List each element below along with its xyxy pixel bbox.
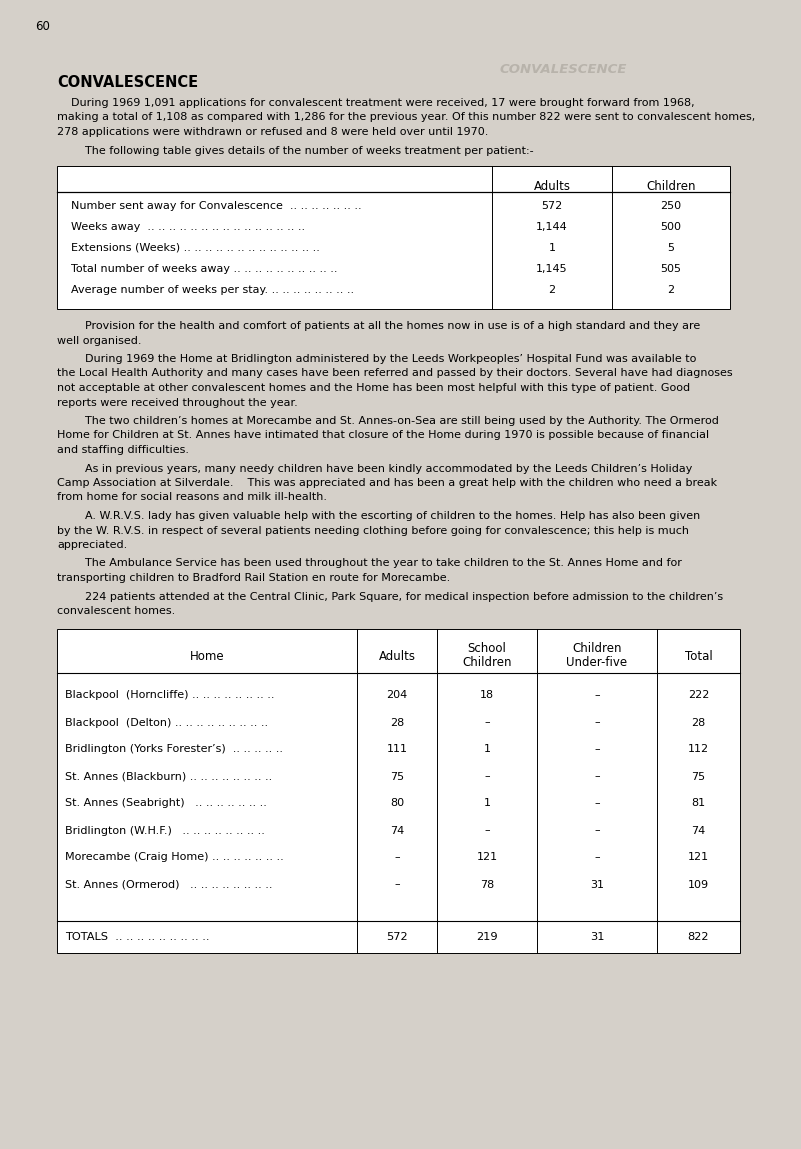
Text: 74: 74: [691, 825, 706, 835]
Text: 505: 505: [661, 264, 682, 273]
Text: Adults: Adults: [379, 650, 416, 663]
Text: transporting children to Bradford Rail Station en route for Morecambe.: transporting children to Bradford Rail S…: [57, 573, 450, 583]
Text: 1: 1: [484, 745, 490, 755]
Text: –: –: [594, 691, 600, 701]
Text: Home: Home: [190, 650, 224, 663]
Text: 28: 28: [390, 717, 405, 727]
Text: –: –: [484, 771, 490, 781]
Text: School: School: [468, 642, 506, 655]
Text: 109: 109: [688, 879, 709, 889]
Text: making a total of 1,108 as compared with 1,286 for the previous year. Of this nu: making a total of 1,108 as compared with…: [57, 113, 755, 123]
Text: –: –: [484, 717, 490, 727]
Text: 75: 75: [390, 771, 404, 781]
Text: Morecambe (Craig Home) .. .. .. .. .. .. ..: Morecambe (Craig Home) .. .. .. .. .. ..…: [65, 853, 284, 863]
Text: well organised.: well organised.: [57, 336, 142, 346]
Text: –: –: [394, 879, 400, 889]
Text: –: –: [594, 745, 600, 755]
Text: 18: 18: [480, 691, 494, 701]
Text: 224 patients attended at the Central Clinic, Park Square, for medical inspection: 224 patients attended at the Central Cli…: [57, 592, 723, 601]
Text: Total number of weeks away .. .. .. .. .. .. .. .. .. ..: Total number of weeks away .. .. .. .. .…: [71, 264, 337, 273]
Text: 112: 112: [688, 745, 709, 755]
Text: As in previous years, many needy children have been kindly accommodated by the L: As in previous years, many needy childre…: [57, 463, 692, 473]
Text: St. Annes (Seabright)   .. .. .. .. .. .. ..: St. Annes (Seabright) .. .. .. .. .. .. …: [65, 799, 267, 809]
Text: During 1969 the Home at Bridlington administered by the Leeds Workpeoples’ Hospi: During 1969 the Home at Bridlington admi…: [57, 354, 696, 364]
Text: Number sent away for Convalescence  .. .. .. .. .. .. ..: Number sent away for Convalescence .. ..…: [71, 201, 361, 211]
Text: The Ambulance Service has been used throughout the year to take children to the : The Ambulance Service has been used thro…: [57, 558, 682, 569]
Text: CONVALESCENCE: CONVALESCENCE: [57, 75, 198, 90]
Text: Blackpool  (Horncliffe) .. .. .. .. .. .. .. ..: Blackpool (Horncliffe) .. .. .. .. .. ..…: [65, 691, 275, 701]
Text: 75: 75: [691, 771, 706, 781]
Text: –: –: [594, 717, 600, 727]
Text: 204: 204: [386, 691, 408, 701]
Text: by the W. R.V.S. in respect of several patients needing clothing before going fo: by the W. R.V.S. in respect of several p…: [57, 525, 689, 535]
Text: Bridlington (Yorks Forester’s)  .. .. .. .. ..: Bridlington (Yorks Forester’s) .. .. .. …: [65, 745, 283, 755]
Text: reports were received throughout the year.: reports were received throughout the yea…: [57, 398, 298, 408]
Text: 1: 1: [549, 242, 556, 253]
Text: TOTALS  .. .. .. .. .. .. .. .. ..: TOTALS .. .. .. .. .. .. .. .. ..: [65, 933, 210, 942]
Text: Camp Association at Silverdale.    This was appreciated and has been a great hel: Camp Association at Silverdale. This was…: [57, 478, 717, 488]
Text: Children: Children: [462, 655, 512, 669]
Text: 5: 5: [667, 242, 674, 253]
Text: St. Annes (Blackburn) .. .. .. .. .. .. .. ..: St. Annes (Blackburn) .. .. .. .. .. .. …: [65, 771, 272, 781]
Text: Average number of weeks per stay. .. .. .. .. .. .. .. ..: Average number of weeks per stay. .. .. …: [71, 285, 354, 295]
Text: 60: 60: [35, 20, 50, 33]
Text: appreciated.: appreciated.: [57, 540, 127, 550]
Text: Provision for the health and comfort of patients at all the homes now in use is : Provision for the health and comfort of …: [57, 321, 700, 331]
Text: St. Annes (Ormerod)   .. .. .. .. .. .. .. ..: St. Annes (Ormerod) .. .. .. .. .. .. ..…: [65, 879, 272, 889]
Text: 572: 572: [541, 201, 562, 211]
Text: 80: 80: [390, 799, 404, 809]
Text: 74: 74: [390, 825, 405, 835]
Text: 278 applications were withdrawn or refused and 8 were held over until 1970.: 278 applications were withdrawn or refus…: [57, 128, 489, 137]
Text: 81: 81: [691, 799, 706, 809]
Text: Children: Children: [646, 180, 696, 193]
Text: 222: 222: [688, 691, 709, 701]
Text: 572: 572: [386, 933, 408, 942]
Text: Total: Total: [685, 650, 712, 663]
Text: The following table gives details of the number of weeks treatment per patient:-: The following table gives details of the…: [57, 146, 533, 155]
Text: 2: 2: [549, 285, 556, 295]
Text: 2: 2: [667, 285, 674, 295]
Text: –: –: [594, 825, 600, 835]
Text: 31: 31: [590, 933, 604, 942]
Text: During 1969 1,091 applications for convalescent treatment were received, 17 were: During 1969 1,091 applications for conva…: [57, 98, 694, 108]
Text: A. W.R.V.S. lady has given valuable help with the escorting of children to the h: A. W.R.V.S. lady has given valuable help…: [57, 511, 700, 520]
Text: 250: 250: [661, 201, 682, 211]
Text: Home for Children at St. Annes have intimated that closure of the Home during 19: Home for Children at St. Annes have inti…: [57, 431, 709, 440]
Text: 1: 1: [484, 799, 490, 809]
Text: –: –: [594, 853, 600, 863]
Text: CONVALESCENCE: CONVALESCENCE: [500, 63, 627, 76]
Text: The two children’s homes at Morecambe and St. Annes-on-Sea are still being used : The two children’s homes at Morecambe an…: [57, 416, 718, 426]
Text: 121: 121: [688, 853, 709, 863]
Text: –: –: [594, 799, 600, 809]
Text: Children: Children: [572, 642, 622, 655]
Text: from home for social reasons and milk ill-health.: from home for social reasons and milk il…: [57, 493, 327, 502]
Text: not acceptable at other convalescent homes and the Home has been most helpful wi: not acceptable at other convalescent hom…: [57, 383, 690, 393]
Text: Under-five: Under-five: [566, 655, 627, 669]
Text: and staffing difficulties.: and staffing difficulties.: [57, 445, 189, 455]
Text: the Local Health Authority and many cases have been referred and passed by their: the Local Health Authority and many case…: [57, 369, 733, 378]
Text: 111: 111: [387, 745, 408, 755]
Text: –: –: [394, 853, 400, 863]
Text: Weeks away  .. .. .. .. .. .. .. .. .. .. .. .. .. .. ..: Weeks away .. .. .. .. .. .. .. .. .. ..…: [71, 222, 305, 232]
Text: 500: 500: [661, 222, 682, 232]
Text: Extensions (Weeks) .. .. .. .. .. .. .. .. .. .. .. .. ..: Extensions (Weeks) .. .. .. .. .. .. .. …: [71, 242, 320, 253]
Text: 31: 31: [590, 879, 604, 889]
Text: 219: 219: [476, 933, 497, 942]
Text: 1,145: 1,145: [536, 264, 568, 273]
Text: convalescent homes.: convalescent homes.: [57, 606, 175, 616]
Text: 28: 28: [691, 717, 706, 727]
Text: –: –: [594, 771, 600, 781]
Text: Adults: Adults: [533, 180, 570, 193]
Text: 78: 78: [480, 879, 494, 889]
Text: Bridlington (W.H.F.)   .. .. .. .. .. .. .. ..: Bridlington (W.H.F.) .. .. .. .. .. .. .…: [65, 825, 265, 835]
Text: 1,144: 1,144: [536, 222, 568, 232]
Text: 822: 822: [688, 933, 709, 942]
Text: Blackpool  (Delton) .. .. .. .. .. .. .. .. ..: Blackpool (Delton) .. .. .. .. .. .. .. …: [65, 717, 268, 727]
Bar: [57, 629, 740, 953]
Text: 121: 121: [477, 853, 497, 863]
Bar: [57, 165, 730, 309]
Text: –: –: [484, 825, 490, 835]
